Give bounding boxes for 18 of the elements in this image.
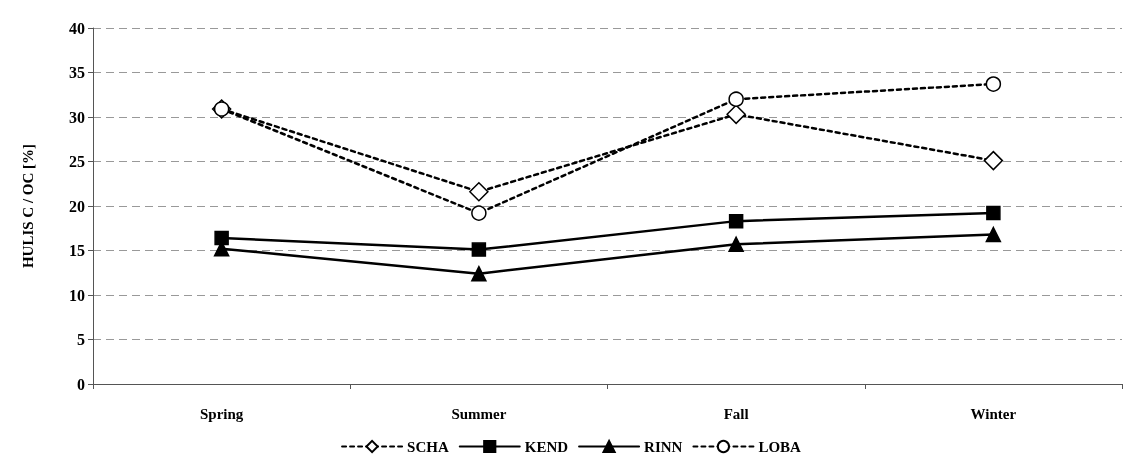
y-tick-label: 35 xyxy=(69,64,85,81)
x-tick-label: Winter xyxy=(970,405,1017,422)
legend-label: SCHA xyxy=(407,438,449,455)
y-tick-label: 25 xyxy=(69,153,85,170)
y-tick-label: 20 xyxy=(69,197,85,215)
y-tick-label: 40 xyxy=(69,19,85,37)
legend-label: LOBA xyxy=(758,438,802,455)
y-tick-label: 5 xyxy=(77,331,85,348)
y-tick-label: 10 xyxy=(69,286,85,304)
y-tick-label: 30 xyxy=(69,108,85,126)
x-tick-label: Spring xyxy=(199,405,244,422)
y-tick-label: 15 xyxy=(69,242,85,259)
y-tick-label: 0 xyxy=(77,375,85,393)
x-tick-label: Fall xyxy=(723,405,749,422)
x-tick-label: Summer xyxy=(451,405,507,422)
legend-label: RINN xyxy=(644,438,683,455)
y-axis-title: HULIS C / OC [%] xyxy=(19,143,36,269)
legend-label: KEND xyxy=(524,438,569,455)
